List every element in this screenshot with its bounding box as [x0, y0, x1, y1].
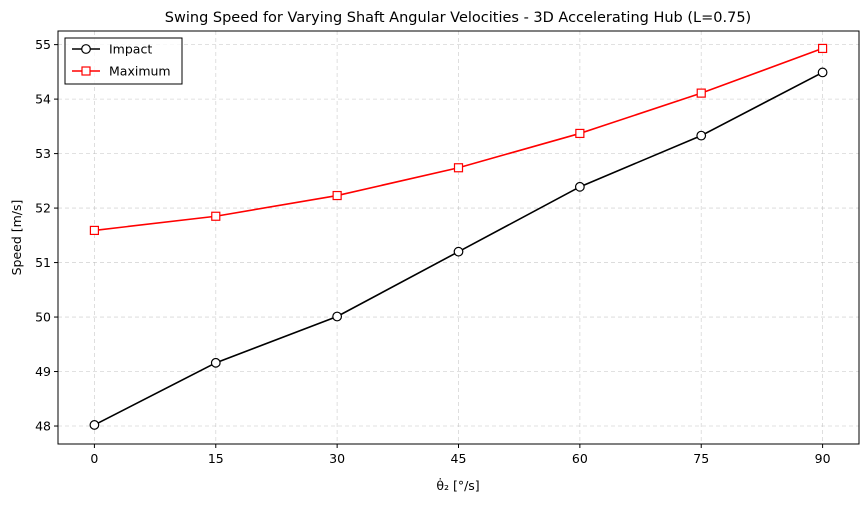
legend-maximum-marker: [81, 66, 91, 76]
legend: Impact Maximum: [64, 37, 183, 85]
legend-impact-label: Impact: [109, 42, 152, 57]
x-tick-label: 0: [90, 451, 98, 466]
chart-title: Swing Speed for Varying Shaft Angular Ve…: [165, 10, 751, 26]
data-point-impact: [574, 181, 585, 192]
series-group: [89, 43, 828, 430]
y-tick-label: 48: [35, 419, 51, 434]
data-point-impact: [332, 311, 343, 322]
data-point-maximum: [696, 88, 706, 98]
y-tick-label: 50: [35, 310, 51, 325]
x-axis-label-text: θ̇₂ [°/s]: [436, 478, 479, 493]
y-tick-label: 49: [35, 364, 51, 379]
y-tick-label: 51: [35, 255, 51, 270]
legend-impact-marker: [81, 44, 91, 54]
data-point-maximum: [211, 211, 221, 221]
x-axis-label: θ̇₂ [°/s]: [436, 478, 479, 493]
x-tick-label: 15: [208, 451, 224, 466]
data-point-maximum: [453, 163, 464, 173]
data-point-maximum: [817, 43, 828, 54]
x-tick-label: 45: [451, 451, 467, 466]
grid: [58, 31, 859, 444]
y-tick-label: 55: [35, 37, 51, 52]
x-tick-label: 75: [693, 451, 709, 466]
data-point-impact: [210, 357, 221, 368]
x-tick-label: 90: [815, 451, 831, 466]
data-point-impact: [453, 246, 464, 257]
y-tick-label: 53: [35, 146, 51, 161]
axis-ticks: 0 15 30 45 60 75 90 48 49 50 51 52 53 54 55: [35, 37, 830, 466]
x-tick-label: 60: [572, 451, 588, 466]
y-tick-label: 52: [35, 201, 51, 216]
data-point-maximum: [332, 190, 342, 201]
y-axis-label: Speed [m/s]: [9, 200, 24, 276]
x-tick-label: 30: [329, 451, 345, 466]
data-point-impact: [696, 130, 707, 141]
data-point-impact: [817, 67, 828, 78]
y-tick-label: 54: [35, 92, 51, 107]
data-point-maximum: [89, 225, 100, 236]
data-point-impact: [89, 420, 100, 430]
legend-maximum-label: Maximum: [109, 64, 171, 79]
data-point-maximum: [575, 128, 585, 139]
